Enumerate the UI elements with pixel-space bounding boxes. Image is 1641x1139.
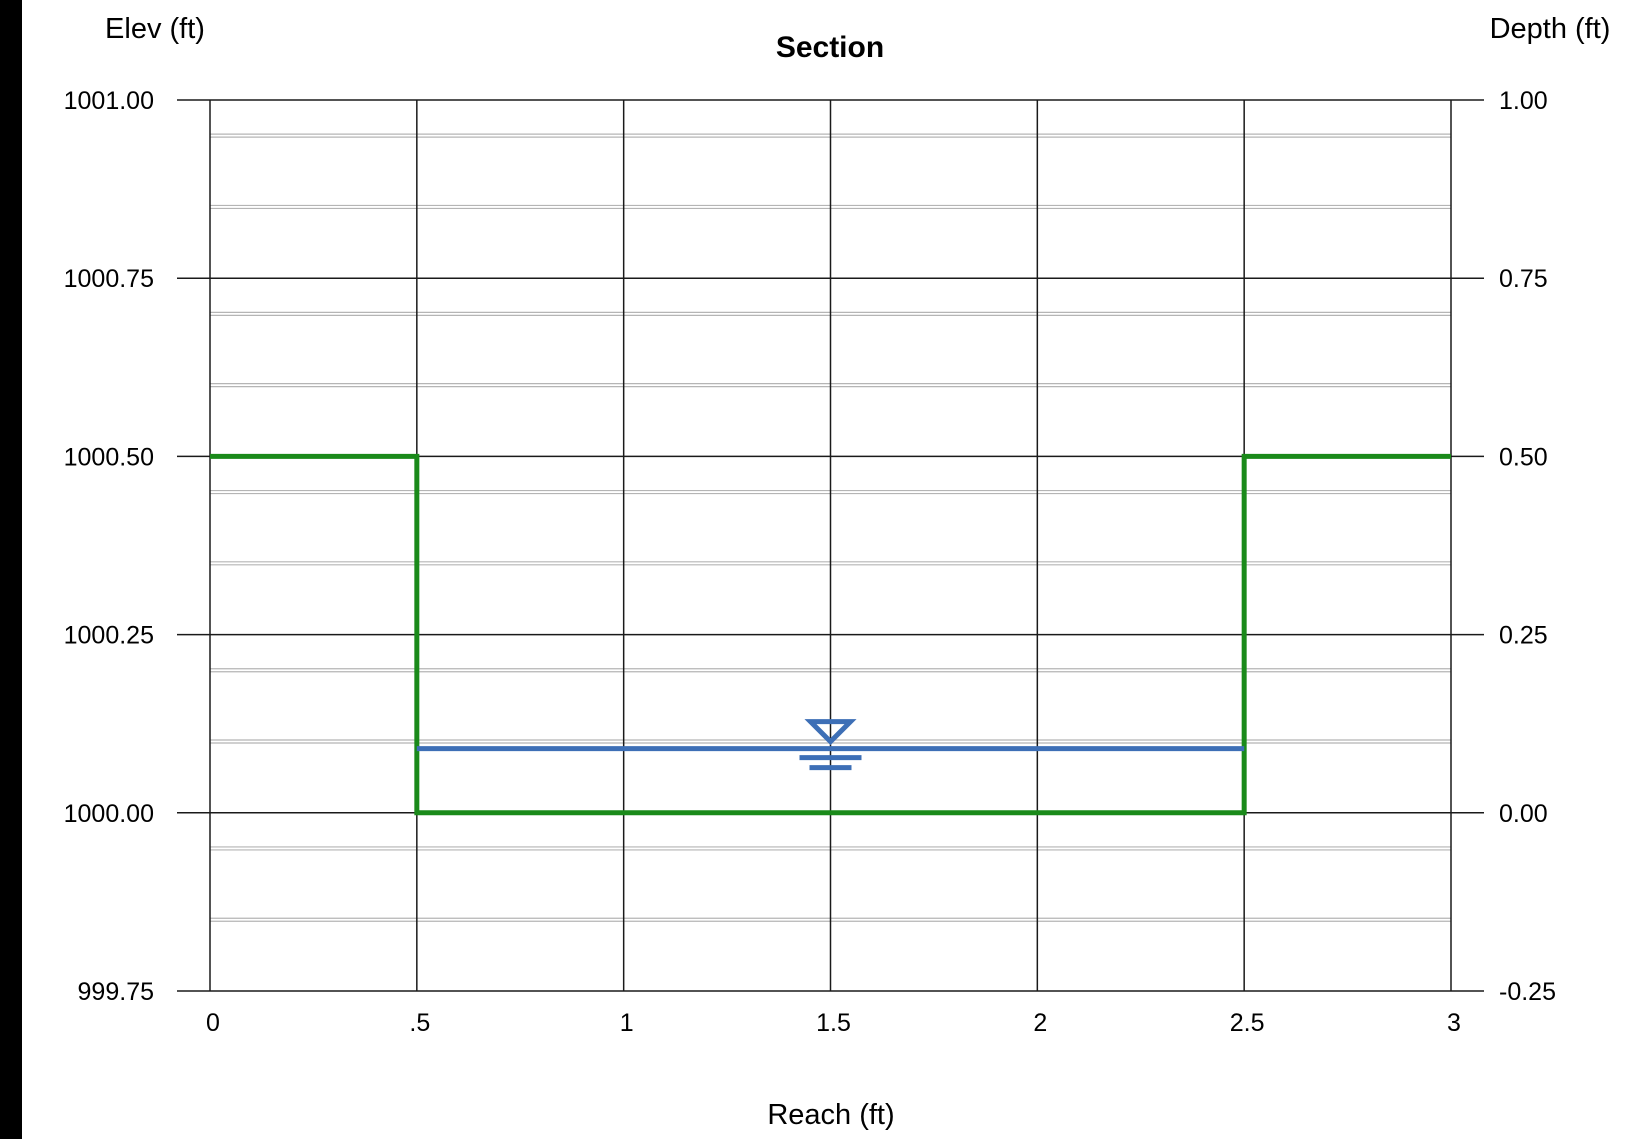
- y-axis-label: Elev (ft): [105, 13, 205, 45]
- x-axis-label: Reach (ft): [767, 1099, 894, 1131]
- y-tick-label: 1001.00: [64, 87, 154, 115]
- series: [210, 453, 1451, 816]
- y2-tick-label: 0.50: [1499, 443, 1548, 471]
- y-tick-label: 999.75: [78, 978, 154, 1006]
- y2-tick-label: 0.00: [1499, 800, 1548, 828]
- y2-tick-label: 0.25: [1499, 622, 1548, 650]
- x-tick-label: 2.5: [1230, 1009, 1265, 1037]
- chart-title: Section: [776, 31, 884, 64]
- water-level-triangle-icon: [804, 719, 857, 746]
- y-tick-label: 1000.00: [64, 800, 154, 828]
- x-tick-label: 0: [206, 1009, 220, 1037]
- x-tick-label: 1.5: [816, 1009, 851, 1037]
- x-tick-label: 3: [1447, 1009, 1461, 1037]
- y2-tick-label: 0.75: [1499, 265, 1548, 293]
- y2-tick-label: 1.00: [1499, 87, 1548, 115]
- y2-tick-label: -0.25: [1499, 978, 1556, 1006]
- x-tick-label: 1: [620, 1009, 634, 1037]
- y-tick-label: 1000.50: [64, 443, 154, 471]
- water-surface-marker: [799, 719, 862, 771]
- y-tick-label: 1000.75: [64, 265, 154, 293]
- tick-labels: 999.75 1000.00 1000.25 1000.50 1000.75 1001.0…: [64, 87, 1556, 1037]
- x-tick-label: 2: [1033, 1009, 1047, 1037]
- x-tick-label: .5: [409, 1009, 430, 1037]
- grid: [177, 99, 1484, 992]
- y2-axis-label: Depth (ft): [1490, 13, 1611, 45]
- left-border-bar: [0, 0, 22, 1139]
- y-tick-label: 1000.25: [64, 622, 154, 650]
- channel-section-line: [210, 453, 1451, 816]
